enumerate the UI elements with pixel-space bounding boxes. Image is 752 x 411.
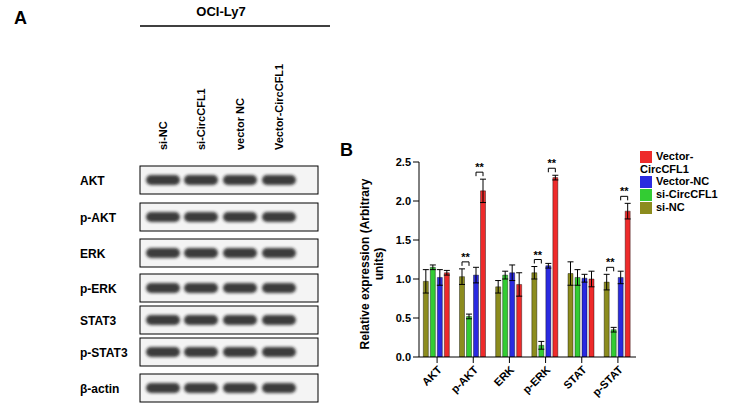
html-text:B: B bbox=[340, 140, 353, 160]
svg-text:vector NC: vector NC bbox=[234, 98, 246, 150]
svg-text:si-NC: si-NC bbox=[157, 121, 169, 150]
svg-text:Vector-CircCFL1: Vector-CircCFL1 bbox=[273, 64, 285, 150]
svg-text:2.0: 2.0 bbox=[396, 195, 411, 207]
svg-text:p-ERK: p-ERK bbox=[80, 282, 117, 296]
svg-text:AKT: AKT bbox=[80, 174, 105, 188]
svg-text:STAT3: STAT3 bbox=[80, 314, 117, 328]
svg-text:si-CircCFL1: si-CircCFL1 bbox=[195, 88, 207, 150]
svg-text:STAT: STAT bbox=[561, 363, 589, 391]
svg-text:β-actin: β-actin bbox=[80, 382, 119, 396]
html-text:si-CircCFL1: si-CircCFL1 bbox=[656, 188, 718, 201]
svg-text:1.5: 1.5 bbox=[396, 234, 411, 246]
svg-text:p-ERK: p-ERK bbox=[520, 363, 552, 395]
svg-text:2.5: 2.5 bbox=[396, 156, 411, 168]
svg-text:**: ** bbox=[475, 161, 484, 173]
svg-text:**: ** bbox=[606, 256, 615, 268]
html-text:Vector-NC: Vector-NC bbox=[656, 175, 710, 188]
svg-text:ERK: ERK bbox=[491, 363, 516, 388]
svg-text:p-STAT: p-STAT bbox=[590, 363, 625, 398]
svg-text:p-AKT: p-AKT bbox=[448, 363, 480, 395]
html-text:si-NC: si-NC bbox=[656, 201, 685, 214]
svg-text:**: ** bbox=[548, 157, 557, 169]
html-text:Vector-CircCFL1: Vector-CircCFL1 bbox=[640, 150, 694, 176]
svg-text:OCI-Ly7: OCI-Ly7 bbox=[196, 4, 245, 19]
svg-text:ERK: ERK bbox=[80, 247, 106, 261]
svg-text:0.5: 0.5 bbox=[396, 312, 411, 324]
svg-text:**: ** bbox=[620, 185, 629, 197]
html-text:Relative expression (Arbitrary: Relative expression (Arbitrary units) bbox=[358, 178, 386, 350]
svg-text:**: ** bbox=[534, 249, 543, 261]
svg-text:AKT: AKT bbox=[420, 363, 445, 388]
svg-text:p-STAT3: p-STAT3 bbox=[80, 346, 128, 360]
svg-text:A: A bbox=[14, 8, 27, 28]
svg-text:1.0: 1.0 bbox=[396, 273, 411, 285]
svg-text:0.0: 0.0 bbox=[396, 351, 411, 363]
svg-text:p-AKT: p-AKT bbox=[80, 211, 117, 225]
svg-text:**: ** bbox=[461, 251, 470, 263]
